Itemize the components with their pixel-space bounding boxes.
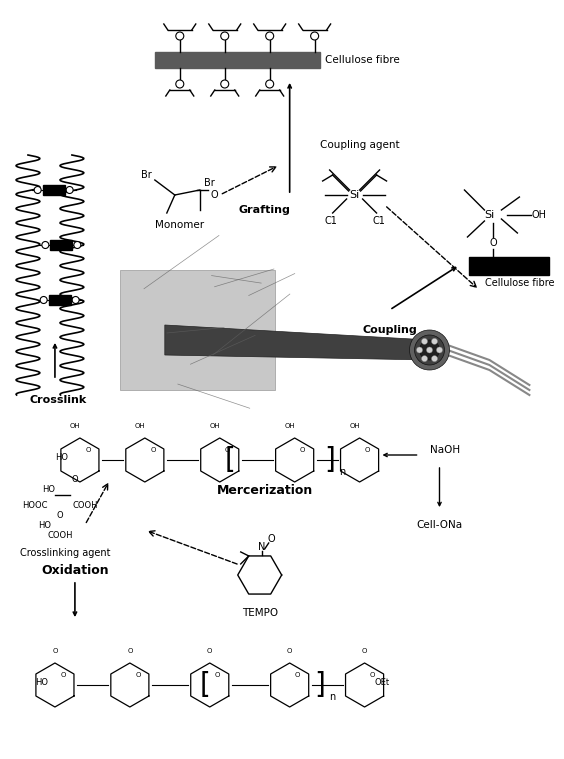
Text: O: O xyxy=(268,534,275,544)
Text: O: O xyxy=(300,447,305,453)
Text: HOOC: HOOC xyxy=(22,500,48,509)
Circle shape xyxy=(176,80,184,88)
Bar xyxy=(155,52,320,68)
Text: O: O xyxy=(135,672,140,678)
Text: Grafting: Grafting xyxy=(239,205,290,215)
Text: n: n xyxy=(340,467,346,477)
Text: Br: Br xyxy=(142,170,152,180)
Text: O: O xyxy=(295,672,301,678)
Text: O: O xyxy=(362,648,367,654)
Circle shape xyxy=(221,32,229,40)
Circle shape xyxy=(311,32,319,40)
Circle shape xyxy=(421,339,428,345)
Circle shape xyxy=(40,297,47,304)
PathPatch shape xyxy=(165,325,430,360)
Circle shape xyxy=(426,347,433,353)
Text: OH: OH xyxy=(284,423,295,429)
Text: O: O xyxy=(287,648,292,654)
Text: n: n xyxy=(329,692,336,702)
Text: O: O xyxy=(60,672,65,678)
Bar xyxy=(43,185,65,195)
Circle shape xyxy=(409,330,450,370)
Text: O: O xyxy=(211,190,219,200)
Text: O: O xyxy=(85,447,91,453)
Text: O: O xyxy=(127,648,133,654)
Text: Cellulose fibre: Cellulose fibre xyxy=(484,278,554,288)
Text: Coupling: Coupling xyxy=(362,325,417,335)
Circle shape xyxy=(266,80,274,88)
Circle shape xyxy=(415,335,444,365)
Text: NaOH: NaOH xyxy=(430,445,460,455)
Text: Si: Si xyxy=(484,210,495,220)
Text: Oxidation: Oxidation xyxy=(41,563,109,577)
Circle shape xyxy=(421,356,428,361)
Text: C1: C1 xyxy=(372,216,385,226)
Text: OH: OH xyxy=(69,423,80,429)
Text: Crosslinking agent: Crosslinking agent xyxy=(20,548,110,558)
Text: ]: ] xyxy=(314,671,325,699)
Text: O: O xyxy=(150,447,156,453)
Circle shape xyxy=(417,347,422,353)
Circle shape xyxy=(72,297,79,304)
Circle shape xyxy=(221,80,229,88)
Text: O: O xyxy=(207,648,213,654)
Circle shape xyxy=(34,187,41,194)
Text: O: O xyxy=(370,672,375,678)
Text: TEMPO: TEMPO xyxy=(241,608,277,618)
Text: COOH: COOH xyxy=(47,531,73,540)
Text: Br: Br xyxy=(204,178,215,188)
Circle shape xyxy=(420,340,439,360)
Bar xyxy=(120,270,275,390)
Text: COOH: COOH xyxy=(72,500,98,509)
Text: HO: HO xyxy=(42,486,55,495)
Circle shape xyxy=(266,32,274,40)
Text: OH: OH xyxy=(135,423,145,429)
Text: Crosslink: Crosslink xyxy=(30,395,87,405)
Text: OH: OH xyxy=(532,210,547,220)
Circle shape xyxy=(66,187,73,194)
Text: O: O xyxy=(56,511,63,519)
Text: N: N xyxy=(258,542,266,552)
Text: O: O xyxy=(490,238,497,248)
Text: [: [ xyxy=(224,446,235,474)
Text: Monomer: Monomer xyxy=(155,220,204,230)
Text: C1: C1 xyxy=(324,216,337,226)
Text: HO: HO xyxy=(35,678,48,687)
Text: O: O xyxy=(52,648,58,654)
Bar xyxy=(49,295,70,305)
Text: Coupling agent: Coupling agent xyxy=(320,140,399,150)
Text: [: [ xyxy=(199,671,210,699)
Circle shape xyxy=(431,339,438,345)
Circle shape xyxy=(437,347,443,353)
Text: ]: ] xyxy=(324,446,335,474)
Text: O: O xyxy=(225,447,231,453)
Text: Cellulose fibre: Cellulose fibre xyxy=(325,55,399,65)
Text: O: O xyxy=(72,475,78,484)
Text: Mercerization: Mercerization xyxy=(217,483,313,496)
Circle shape xyxy=(74,241,81,248)
Text: OEt: OEt xyxy=(374,678,390,687)
Text: Si: Si xyxy=(350,190,360,200)
Text: O: O xyxy=(365,447,370,453)
Text: Cell-ONa: Cell-ONa xyxy=(416,520,462,530)
Text: OH: OH xyxy=(209,423,220,429)
Text: HO: HO xyxy=(55,453,68,462)
Bar xyxy=(469,257,549,275)
Circle shape xyxy=(431,356,438,361)
Bar xyxy=(50,240,72,250)
Text: OH: OH xyxy=(349,423,360,429)
Circle shape xyxy=(176,32,184,40)
Text: O: O xyxy=(215,672,221,678)
Text: HO: HO xyxy=(38,521,51,530)
Circle shape xyxy=(42,241,49,248)
